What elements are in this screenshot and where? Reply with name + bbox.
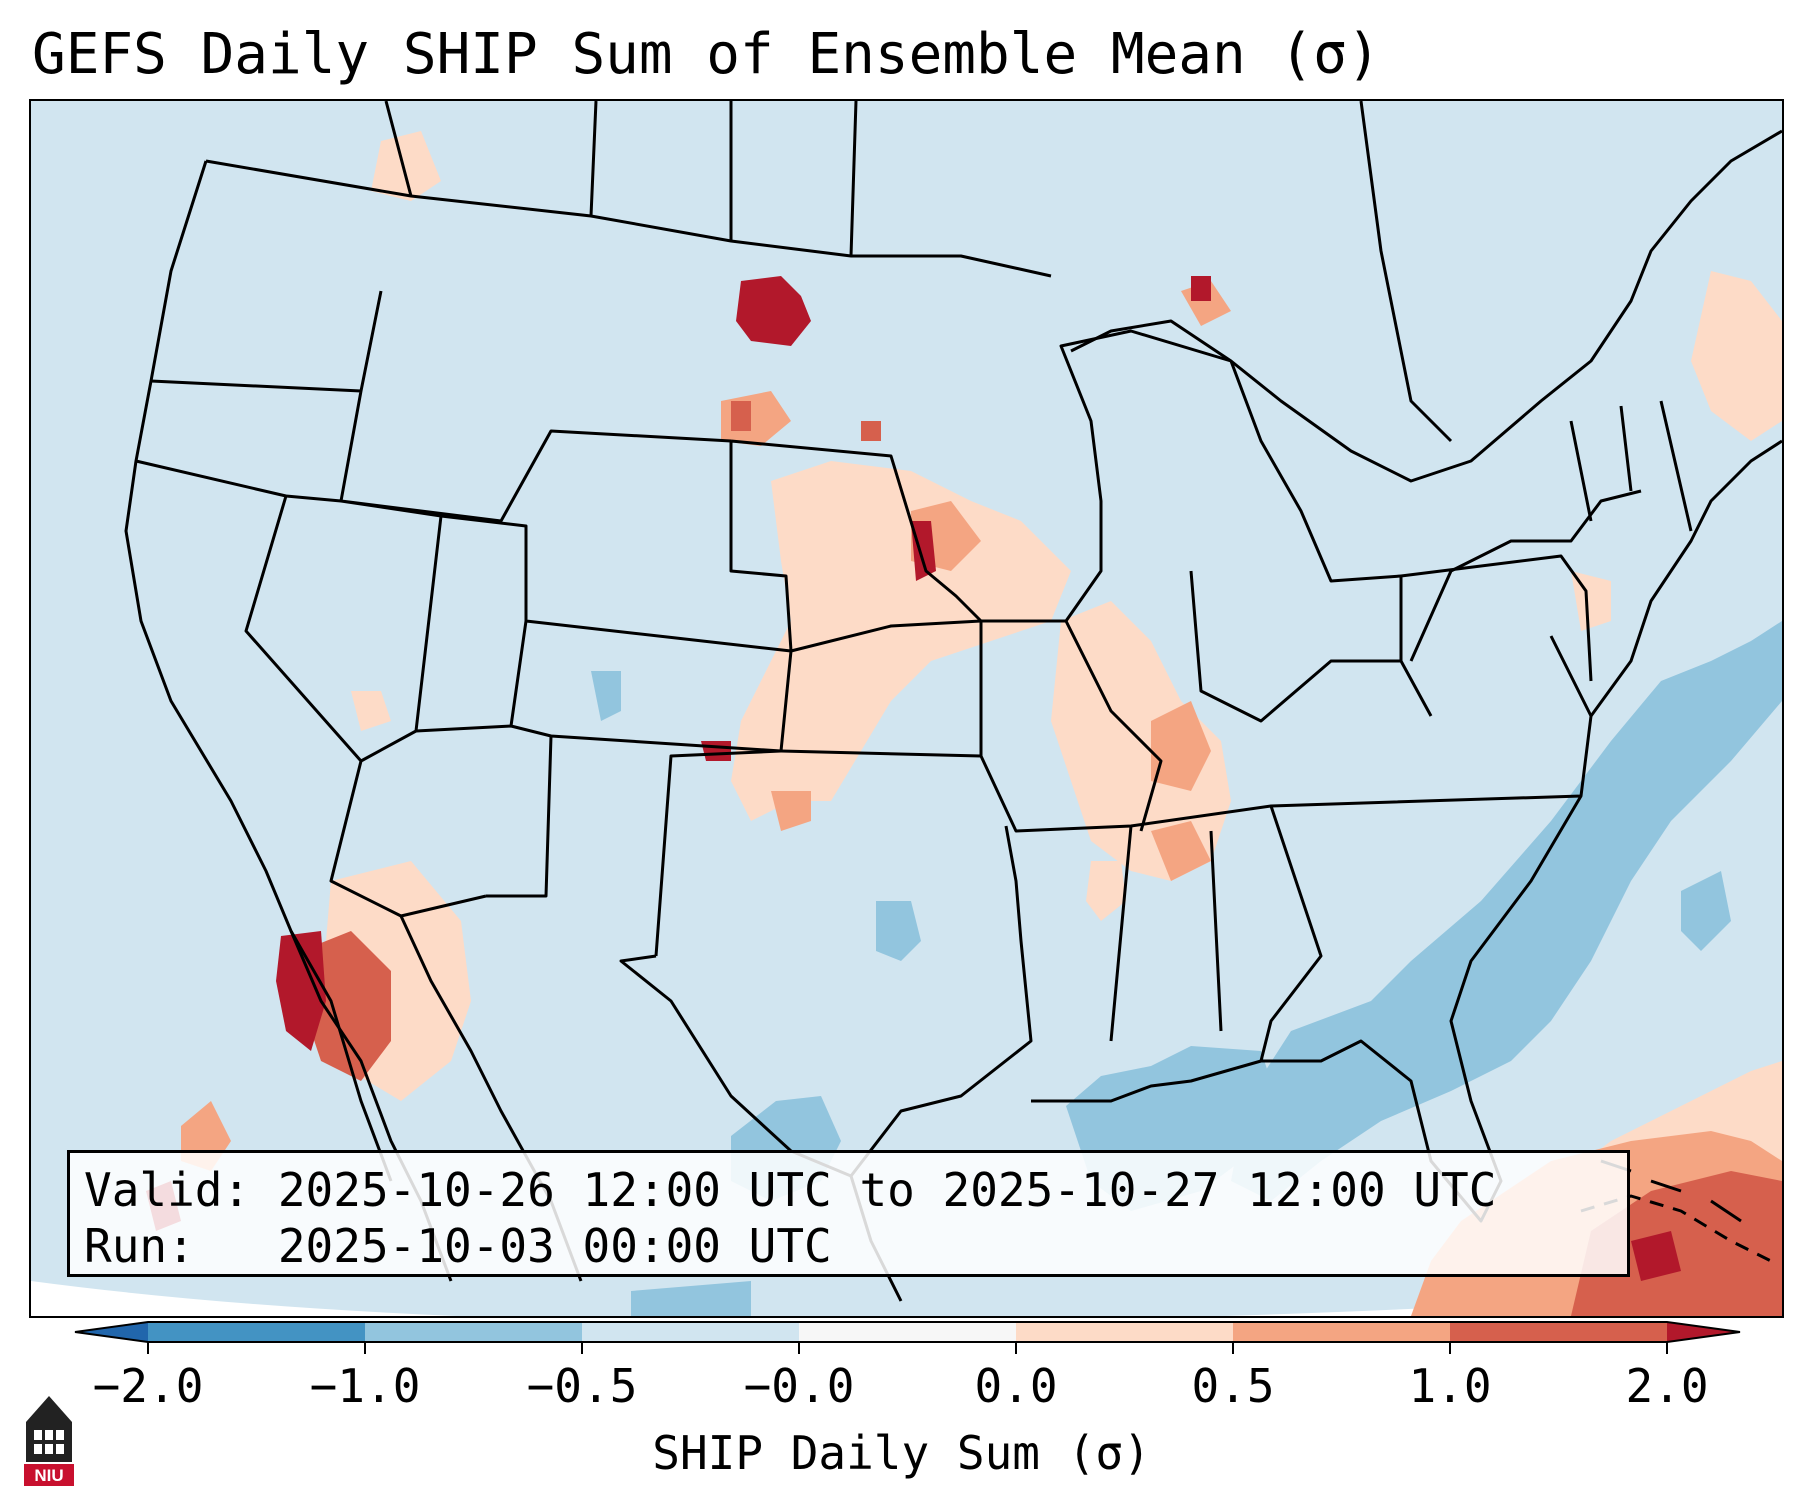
- colorbar-tick-label: −0.5: [526, 1359, 638, 1413]
- positive-anomaly-areas: [321, 131, 1782, 1316]
- map-title: GEFS Daily SHIP Sum of Ensemble Mean (σ): [32, 22, 1381, 87]
- extreme-positive-areas: [146, 276, 1681, 1281]
- colorbar-tick-label: 0.0: [974, 1359, 1058, 1413]
- colorbar-segment-5: [1016, 1322, 1233, 1342]
- colorbar-tick-label: 2.0: [1625, 1359, 1709, 1413]
- niu-tower-logo-icon: NIU: [24, 1396, 74, 1486]
- colorbar-segment-6: [1233, 1322, 1450, 1342]
- colorbar-over-arrow: [1667, 1322, 1740, 1342]
- map-panel: [29, 99, 1784, 1318]
- run-time-text: Run: 2025-10-03 00:00 UTC: [84, 1219, 832, 1273]
- colorbar-segment-4: [799, 1322, 1016, 1342]
- colorbar-tick-marks: [147, 1342, 1668, 1354]
- logo-text: NIU: [34, 1466, 63, 1485]
- validity-info-box: Valid: 2025-10-26 12:00 UTC to 2025-10-2…: [67, 1150, 1630, 1277]
- colorbar-segment-7: [1450, 1322, 1667, 1342]
- political-boundaries: [124, 101, 1782, 1302]
- colorbar-tick-label: −2.0: [92, 1359, 204, 1413]
- colorbar-segment-3: [582, 1322, 799, 1342]
- colorbar-under-arrow: [75, 1322, 148, 1342]
- colorbar-tick-label: 0.5: [1191, 1359, 1275, 1413]
- colorbar-segment-2: [365, 1322, 582, 1342]
- colorbar-tick-label: −0.0: [743, 1359, 855, 1413]
- colorbar-label: SHIP Daily Sum (σ): [652, 1426, 1151, 1480]
- colorbar: [74, 1321, 1741, 1354]
- valid-time-text: Valid: 2025-10-26 12:00 UTC to 2025-10-2…: [84, 1163, 1497, 1217]
- anomaly-map: [31, 101, 1782, 1316]
- colorbar-segment-1: [148, 1322, 365, 1342]
- colorbar-tick-label: 1.0: [1408, 1359, 1492, 1413]
- colorbar-tick-label: −1.0: [309, 1359, 421, 1413]
